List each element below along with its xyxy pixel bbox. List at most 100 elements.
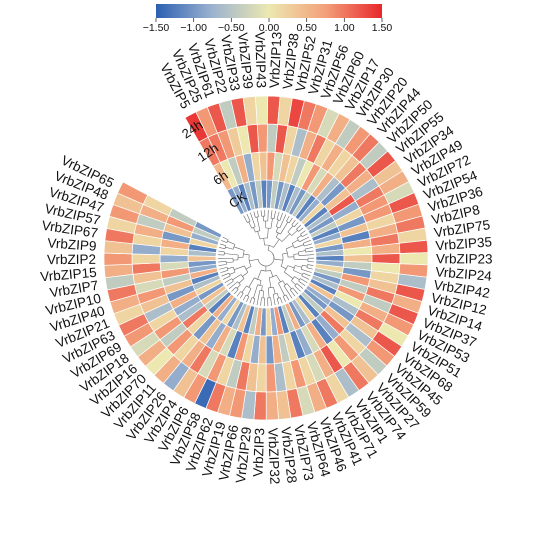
heatmap-cell <box>265 391 279 421</box>
scale-tick-label: −0.50 <box>218 22 245 34</box>
tree-branch <box>273 239 280 248</box>
tree-branch <box>256 290 261 306</box>
tree-branch <box>233 265 245 270</box>
tree-branch <box>294 244 304 249</box>
tree-branch <box>268 277 272 288</box>
tree-branch <box>267 210 269 222</box>
heatmap-cell <box>265 363 277 393</box>
tree-branch <box>285 245 294 250</box>
tree-branch <box>218 264 227 266</box>
tree-branch <box>264 244 274 248</box>
tree-branch <box>282 296 286 302</box>
tree-branch <box>273 292 278 295</box>
tree-branch <box>291 219 296 225</box>
heatmap-cell <box>371 253 401 265</box>
tree-branch <box>288 217 293 224</box>
tree-branch <box>279 214 287 229</box>
tree-branch <box>248 221 253 229</box>
tree-branch <box>248 277 255 288</box>
tree-branch <box>282 252 288 255</box>
tree-branch <box>262 290 264 298</box>
tree-branch <box>259 290 264 292</box>
tree-branch <box>300 278 308 283</box>
tree-branch <box>276 219 280 221</box>
heatmap-cell <box>399 252 429 266</box>
tree-branch <box>291 280 297 285</box>
tree-branch <box>291 243 295 249</box>
tree-branch <box>303 240 311 244</box>
tree-branch <box>242 294 247 301</box>
heatmap-cell <box>258 151 268 181</box>
tree-branch <box>285 294 290 301</box>
tree-branch <box>250 212 256 227</box>
dendrogram <box>217 210 315 306</box>
tree-branch <box>222 275 231 280</box>
tree-branch <box>283 285 293 299</box>
tree-branch <box>270 210 273 219</box>
tree-branch <box>276 293 279 299</box>
tree-branch <box>236 284 241 289</box>
tree-branch <box>263 238 265 246</box>
tree-branch <box>276 211 280 220</box>
tree-branch <box>294 283 298 286</box>
tree-branch <box>275 219 279 227</box>
tree-branch <box>231 287 237 292</box>
tree-branch <box>257 210 259 217</box>
ring-label: 6h <box>210 167 230 188</box>
tree-branch <box>253 284 258 299</box>
tree-branch <box>238 278 245 284</box>
tree-branch <box>233 246 245 251</box>
tree-branch <box>254 277 262 281</box>
gene-label: VrbZIP23 <box>436 251 493 266</box>
tree-branch <box>294 276 300 281</box>
tree-branch <box>301 272 304 276</box>
gene-label: VrbZIP35 <box>435 234 492 253</box>
tree-branch <box>275 232 279 238</box>
color-scale-ticks: −1.50 −1.00 −0.50 0.00 0.50 1.00 1.50 <box>143 18 393 34</box>
tree-branch <box>286 283 292 290</box>
gene-label: VrbZIP28 <box>278 426 299 484</box>
tree-branch <box>273 210 276 219</box>
gene-label: VrbZIP2 <box>47 252 96 267</box>
tree-branch <box>283 283 288 286</box>
tree-branch <box>280 265 287 270</box>
tree-branch <box>253 211 256 218</box>
scale-tick-label: 1.50 <box>372 22 393 34</box>
tree-branch <box>222 236 229 240</box>
tree-branch <box>298 254 314 256</box>
tree-branch <box>225 246 234 250</box>
tree-branch <box>276 237 283 242</box>
heatmap-cell <box>117 181 149 205</box>
tree-branch <box>276 298 280 305</box>
tree-branch <box>298 250 306 253</box>
tree-branch <box>296 283 304 289</box>
tree-branch <box>273 258 283 261</box>
tree-branch <box>270 270 274 277</box>
tree-branch <box>255 216 259 218</box>
tree-branch <box>287 265 295 269</box>
scale-tick-label: −1.00 <box>180 22 207 34</box>
tree-branch <box>261 285 263 291</box>
tree-branch <box>260 210 262 217</box>
tree-branch <box>302 233 308 238</box>
gene-label: VrbZIP29 <box>233 426 254 484</box>
scale-tick-label: 0.00 <box>259 22 280 34</box>
tree-branch <box>227 240 235 245</box>
tree-branch <box>221 240 228 243</box>
gene-label: VrbZIP38 <box>280 32 302 90</box>
tree-branch <box>299 236 310 243</box>
tree-branch <box>218 250 225 253</box>
tree-branch <box>260 253 275 267</box>
tree-branch <box>273 286 276 294</box>
tree-branch <box>256 216 261 231</box>
tree-branch <box>287 225 294 233</box>
tree-branch <box>294 265 302 268</box>
tree-branch <box>226 267 229 271</box>
gene-label: VrbZIP43 <box>252 31 269 88</box>
tree-branch <box>219 247 226 250</box>
heatmap-cells <box>103 95 429 421</box>
tree-branch <box>289 289 296 297</box>
tree-branch <box>243 215 248 223</box>
tree-branch <box>302 264 308 267</box>
